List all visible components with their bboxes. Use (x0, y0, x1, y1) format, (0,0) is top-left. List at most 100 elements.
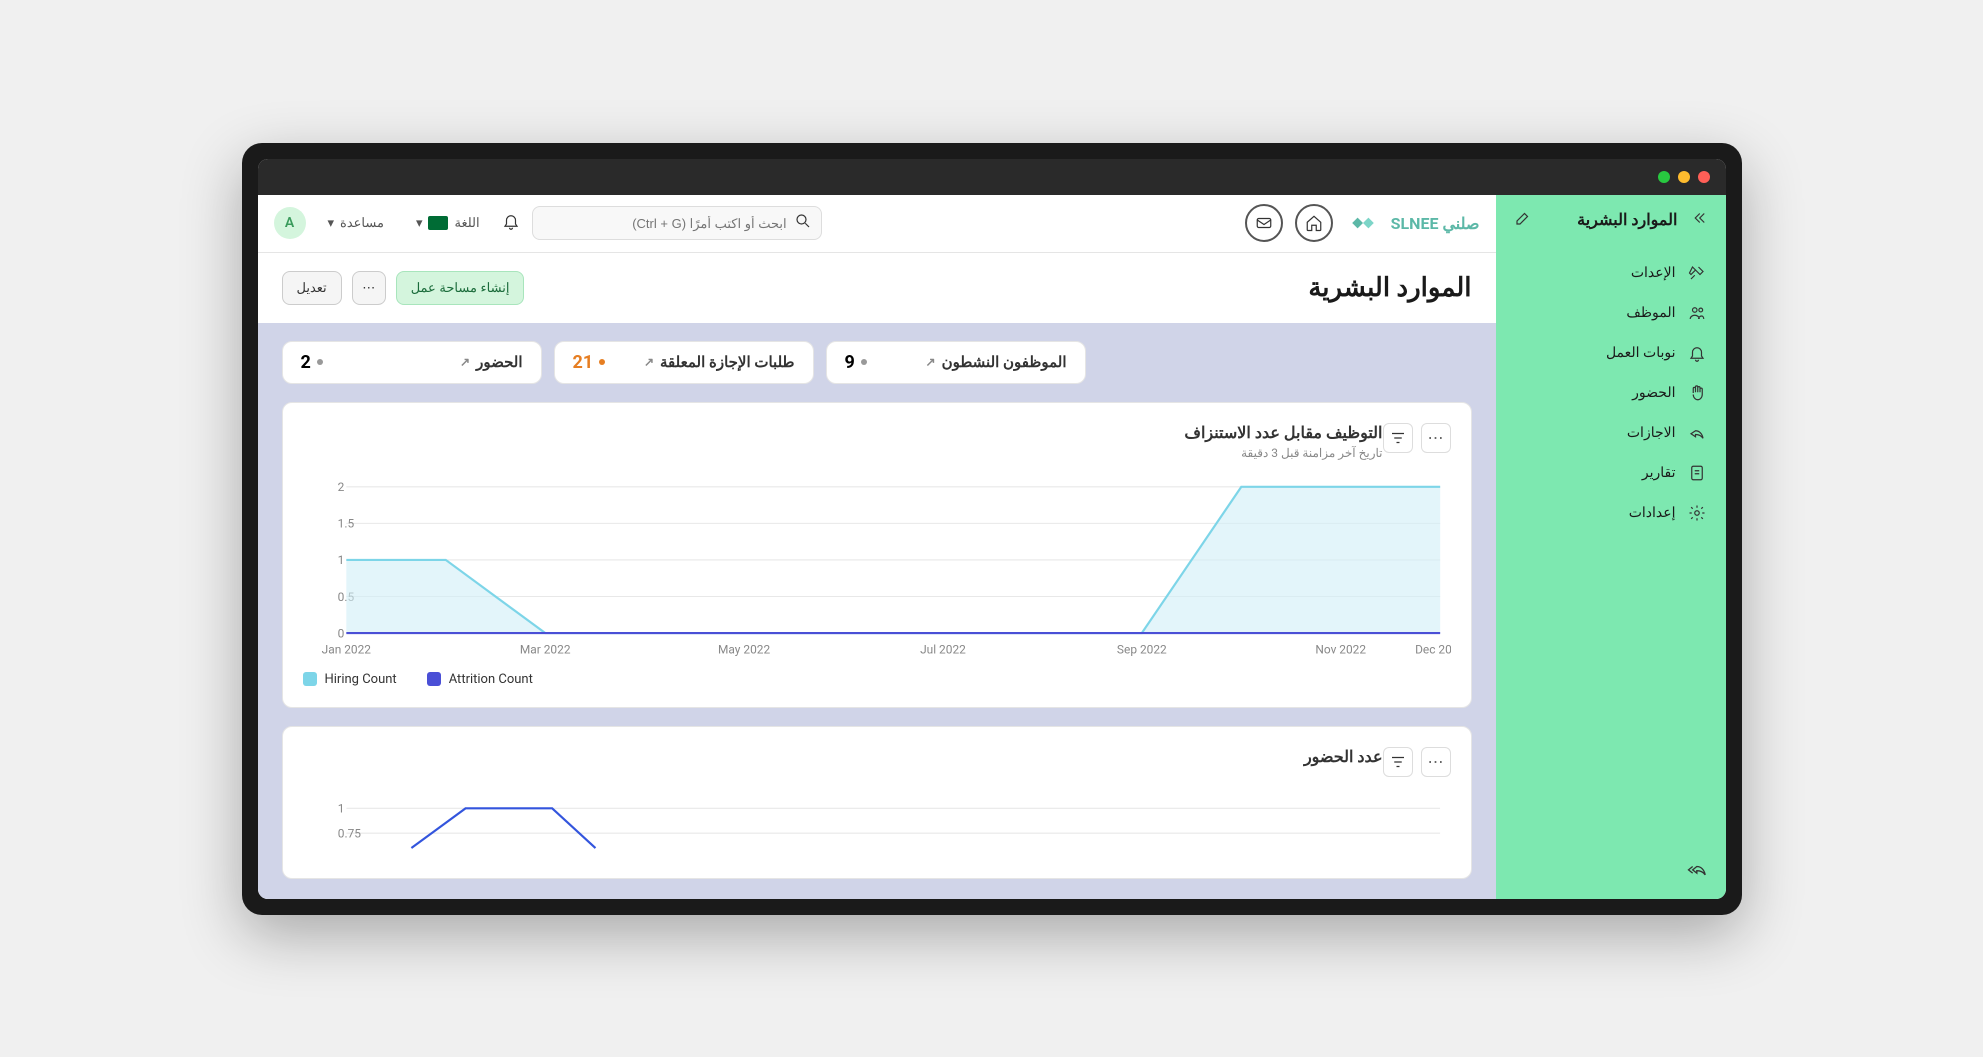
sidebar-title: الموارد البشرية (1544, 210, 1678, 229)
topbar: صلني SLNEE (258, 195, 1496, 253)
reply-all-icon[interactable] (1686, 864, 1706, 883)
legend-swatch-icon (427, 672, 441, 686)
sidebar-item-setup[interactable]: الإعدات (1496, 253, 1726, 293)
reply-icon (1688, 424, 1706, 442)
sidebar-item-label: الاجازات (1627, 425, 1676, 441)
chart-header: ⋯ التوظيف مقابل عدد الاستنزاف تاريخ آخر … (303, 423, 1451, 460)
sidebar-item-employee[interactable]: الموظف (1496, 293, 1726, 333)
svg-text:Nov 2022: Nov 2022 (1315, 642, 1366, 656)
legend-item-hiring: Hiring Count (303, 672, 397, 687)
search-icon (794, 212, 812, 234)
chart-menu-button[interactable]: ⋯ (1421, 747, 1451, 777)
sidebar: الموارد البشرية الإعدات الموظف (1496, 195, 1726, 899)
sidebar-item-leaves[interactable]: الاجازات (1496, 413, 1726, 453)
chart-header: ⋯ عدد الحضور (303, 747, 1451, 777)
status-dot-icon (599, 359, 605, 365)
edit-icon[interactable] (1514, 209, 1532, 231)
svg-text:Dec 2022: Dec 2022 (1415, 642, 1451, 656)
hand-icon (1688, 384, 1706, 402)
chart-subtitle: تاريخ آخر مزامنة قبل 3 دقيقة (303, 446, 1383, 460)
line-chart: 00.511.52Jan 2022Mar 2022May 2022Jul 202… (303, 476, 1451, 660)
chart-menu-button[interactable]: ⋯ (1421, 423, 1451, 453)
chart-actions: ⋯ (1383, 747, 1451, 777)
close-window-button[interactable] (1698, 171, 1710, 183)
logo-area: صلني SLNEE (1345, 209, 1480, 237)
stat-value: 9 (845, 352, 867, 373)
chart-title: عدد الحضور (303, 747, 1383, 766)
stat-card-attendance[interactable]: الحضور ↗ 2 (282, 341, 542, 384)
content: الموظفون النشطون ↗ 9 طلبات الإجازة المعل… (258, 323, 1496, 899)
file-icon (1688, 464, 1706, 482)
window-titlebar (258, 159, 1726, 195)
chart-card-attendance-count: ⋯ عدد الحضور 0.75 1 (282, 726, 1472, 879)
legend-swatch-icon (303, 672, 317, 686)
sidebar-menu: الإعدات الموظف نوبات العمل الحضور (1496, 245, 1726, 541)
legend-label: Hiring Count (325, 672, 397, 687)
legend-label: Attrition Count (449, 672, 533, 687)
svg-text:2: 2 (337, 480, 344, 494)
device-frame: الموارد البشرية الإعدات الموظف (242, 143, 1742, 915)
help-label: مساعدة (340, 216, 384, 231)
page-header: الموارد البشرية إنشاء مساحة عمل ⋯ تعديل (258, 253, 1496, 323)
gear-icon (1688, 504, 1706, 522)
more-options-button[interactable]: ⋯ (352, 271, 386, 305)
search-wrap (532, 206, 822, 240)
chart-body: 00.511.52Jan 2022Mar 2022May 2022Jul 202… (303, 476, 1451, 660)
minimize-window-button[interactable] (1678, 171, 1690, 183)
sidebar-footer (1496, 843, 1726, 899)
sidebar-item-label: الحضور (1632, 385, 1675, 401)
chart-body: 0.75 1 (303, 793, 1451, 858)
stat-card-active-employees[interactable]: الموظفون النشطون ↗ 9 (826, 341, 1086, 384)
language-selector[interactable]: اللغة ▾ (406, 210, 490, 237)
chart-legend: Hiring Count Attrition Count (303, 672, 1451, 687)
edit-button[interactable]: تعديل (282, 271, 342, 305)
external-link-icon: ↗ (644, 355, 654, 369)
sidebar-item-label: إعدادات (1629, 505, 1676, 521)
stat-value: 2 (301, 352, 323, 373)
sidebar-item-label: نوبات العمل (1606, 345, 1676, 361)
external-link-icon: ↗ (460, 355, 470, 369)
status-dot-icon (317, 359, 323, 365)
search-input[interactable] (532, 206, 822, 240)
chevron-down-icon: ▾ (416, 216, 423, 231)
sidebar-item-label: الإعدات (1631, 265, 1676, 281)
chart-filter-button[interactable] (1383, 747, 1413, 777)
create-workspace-button[interactable]: إنشاء مساحة عمل (396, 271, 525, 305)
sidebar-item-shifts[interactable]: نوبات العمل (1496, 333, 1726, 373)
svg-text:1: 1 (337, 553, 344, 567)
sidebar-item-attendance[interactable]: الحضور (1496, 373, 1726, 413)
svg-text:Sep 2022: Sep 2022 (1116, 642, 1166, 656)
stat-card-pending-leaves[interactable]: طلبات الإجازة المعلقة ↗ 21 (554, 341, 814, 384)
chevron-down-icon: ▾ (328, 216, 335, 231)
svg-text:0.75: 0.75 (337, 826, 361, 840)
svg-text:Jan 2022: Jan 2022 (321, 642, 371, 656)
sidebar-item-reports[interactable]: تقارير (1496, 453, 1726, 493)
maximize-window-button[interactable] (1658, 171, 1670, 183)
bell-icon (1688, 344, 1706, 362)
svg-text:0: 0 (337, 626, 344, 640)
sidebar-item-label: الموظف (1626, 305, 1675, 321)
stat-label: طلبات الإجازة المعلقة ↗ (644, 353, 795, 371)
help-dropdown[interactable]: مساعدة ▾ (318, 210, 394, 237)
chart-card-hiring-attrition: ⋯ التوظيف مقابل عدد الاستنزاف تاريخ آخر … (282, 402, 1472, 708)
sidebar-item-label: تقارير (1642, 465, 1676, 481)
svg-text:May 2022: May 2022 (718, 642, 770, 656)
chart-title: التوظيف مقابل عدد الاستنزاف (303, 423, 1383, 442)
svg-text:1: 1 (337, 801, 344, 815)
home-button[interactable] (1295, 204, 1333, 242)
logo-icon (1345, 209, 1381, 237)
main-area: صلني SLNEE (258, 195, 1496, 899)
svg-text:Jul 2022: Jul 2022 (920, 642, 966, 656)
logo-text: صلني SLNEE (1391, 214, 1480, 233)
chart-filter-button[interactable] (1383, 423, 1413, 453)
app-window: الموارد البشرية الإعدات الموظف (258, 159, 1726, 899)
notification-bell-icon[interactable] (502, 212, 520, 234)
mail-button[interactable] (1245, 204, 1283, 242)
app-container: الموارد البشرية الإعدات الموظف (258, 195, 1726, 899)
language-label: اللغة (454, 216, 479, 231)
stats-row: الموظفون النشطون ↗ 9 طلبات الإجازة المعل… (282, 341, 1472, 384)
collapse-sidebar-icon[interactable] (1690, 209, 1708, 231)
avatar[interactable]: A (274, 207, 306, 239)
legend-item-attrition: Attrition Count (427, 672, 533, 687)
sidebar-item-settings[interactable]: إعدادات (1496, 493, 1726, 533)
